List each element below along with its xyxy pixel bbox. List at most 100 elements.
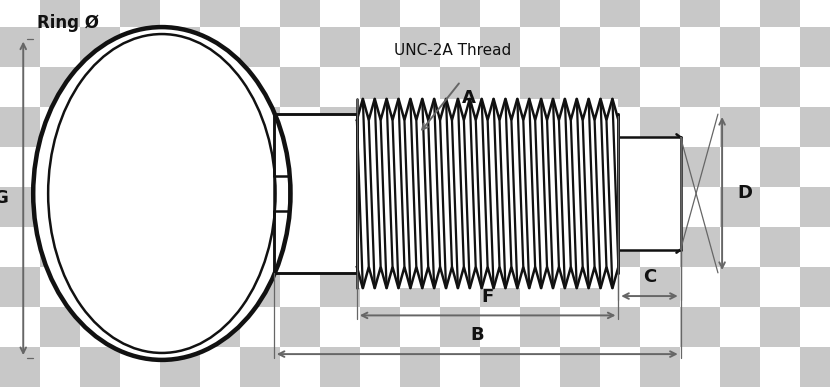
Text: A: A — [462, 89, 476, 107]
Bar — [760, 107, 800, 147]
Bar — [40, 267, 80, 307]
Bar — [240, 227, 280, 267]
Bar — [80, 187, 120, 227]
Bar — [480, 147, 520, 187]
Bar — [280, 67, 320, 107]
Text: D: D — [737, 185, 752, 202]
Text: G: G — [0, 189, 8, 207]
Bar — [0, 347, 40, 387]
Bar — [320, 107, 360, 147]
Bar — [240, 147, 280, 187]
Bar — [480, 0, 520, 27]
Bar — [200, 307, 240, 347]
Bar — [0, 27, 40, 67]
Bar — [760, 227, 800, 267]
Bar — [40, 27, 80, 67]
Bar — [160, 227, 200, 267]
Bar — [120, 227, 160, 267]
Bar — [600, 0, 640, 27]
Bar — [640, 347, 680, 387]
Bar — [800, 347, 830, 387]
Bar — [760, 307, 800, 347]
Bar — [680, 67, 720, 107]
Bar — [400, 187, 440, 227]
Bar — [400, 107, 440, 147]
Bar — [520, 307, 560, 347]
Bar — [40, 307, 80, 347]
Bar — [800, 307, 830, 347]
Bar — [280, 307, 320, 347]
Bar — [600, 307, 640, 347]
Bar — [280, 347, 320, 387]
Bar — [480, 187, 520, 227]
Bar — [400, 307, 440, 347]
Bar — [720, 0, 760, 27]
Bar — [800, 187, 830, 227]
Bar — [560, 27, 600, 67]
Bar — [440, 267, 480, 307]
Bar — [520, 147, 560, 187]
Bar — [160, 0, 200, 27]
Bar — [80, 267, 120, 307]
Bar — [600, 147, 640, 187]
Bar — [360, 187, 400, 227]
Bar — [600, 107, 640, 147]
Bar — [320, 27, 360, 67]
Bar — [240, 187, 280, 227]
Bar — [680, 227, 720, 267]
Bar — [800, 0, 830, 27]
Bar — [320, 67, 360, 107]
Bar — [160, 27, 200, 67]
Bar — [240, 307, 280, 347]
Bar — [800, 107, 830, 147]
Bar — [800, 147, 830, 187]
Bar — [80, 347, 120, 387]
Bar — [600, 187, 640, 227]
Bar — [600, 347, 640, 387]
Bar — [120, 0, 160, 27]
Bar — [240, 267, 280, 307]
Bar — [760, 187, 800, 227]
Bar — [120, 147, 160, 187]
Bar — [280, 27, 320, 67]
Bar — [600, 67, 640, 107]
Bar — [40, 67, 80, 107]
Bar — [720, 347, 760, 387]
Bar — [40, 147, 80, 187]
Bar — [120, 307, 160, 347]
Bar — [320, 0, 360, 27]
Bar — [360, 347, 400, 387]
Bar — [640, 227, 680, 267]
Bar — [120, 347, 160, 387]
Bar — [720, 267, 760, 307]
Bar — [520, 67, 560, 107]
Bar — [0, 267, 40, 307]
Bar — [360, 147, 400, 187]
Bar — [400, 0, 440, 27]
Bar — [640, 27, 680, 67]
Bar — [640, 67, 680, 107]
Bar — [320, 147, 360, 187]
Text: Ring Ø: Ring Ø — [37, 14, 100, 32]
Bar — [680, 347, 720, 387]
Bar — [280, 187, 320, 227]
Bar — [80, 227, 120, 267]
Bar — [80, 307, 120, 347]
Bar — [80, 107, 120, 147]
Bar — [40, 227, 80, 267]
Bar — [200, 187, 240, 227]
Bar — [400, 267, 440, 307]
Bar — [618, 137, 681, 250]
Bar — [720, 307, 760, 347]
Bar — [680, 267, 720, 307]
Bar — [440, 187, 480, 227]
Bar — [160, 147, 200, 187]
Bar — [400, 27, 440, 67]
Bar — [640, 267, 680, 307]
Bar — [40, 347, 80, 387]
Bar — [200, 107, 240, 147]
Bar — [0, 107, 40, 147]
Bar — [80, 27, 120, 67]
Bar — [120, 27, 160, 67]
Bar — [640, 147, 680, 187]
